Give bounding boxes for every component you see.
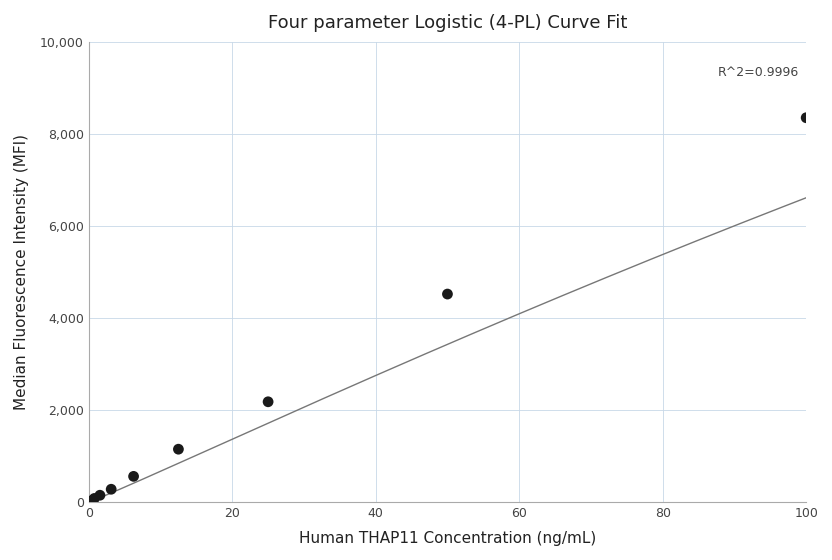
Point <box>105 485 118 494</box>
Point <box>85 496 98 505</box>
Point <box>93 491 106 500</box>
Y-axis label: Median Fluorescence Intensity (MFI): Median Fluorescence Intensity (MFI) <box>14 134 29 410</box>
Point <box>127 472 141 481</box>
Point <box>441 290 454 298</box>
X-axis label: Human THAP11 Concentration (ng/mL): Human THAP11 Concentration (ng/mL) <box>299 531 596 546</box>
Text: R^2=0.9996: R^2=0.9996 <box>718 66 799 78</box>
Point <box>171 445 185 454</box>
Point <box>800 113 813 122</box>
Point <box>87 494 101 503</box>
Title: Four parameter Logistic (4-PL) Curve Fit: Four parameter Logistic (4-PL) Curve Fit <box>268 14 627 32</box>
Point <box>261 397 275 406</box>
